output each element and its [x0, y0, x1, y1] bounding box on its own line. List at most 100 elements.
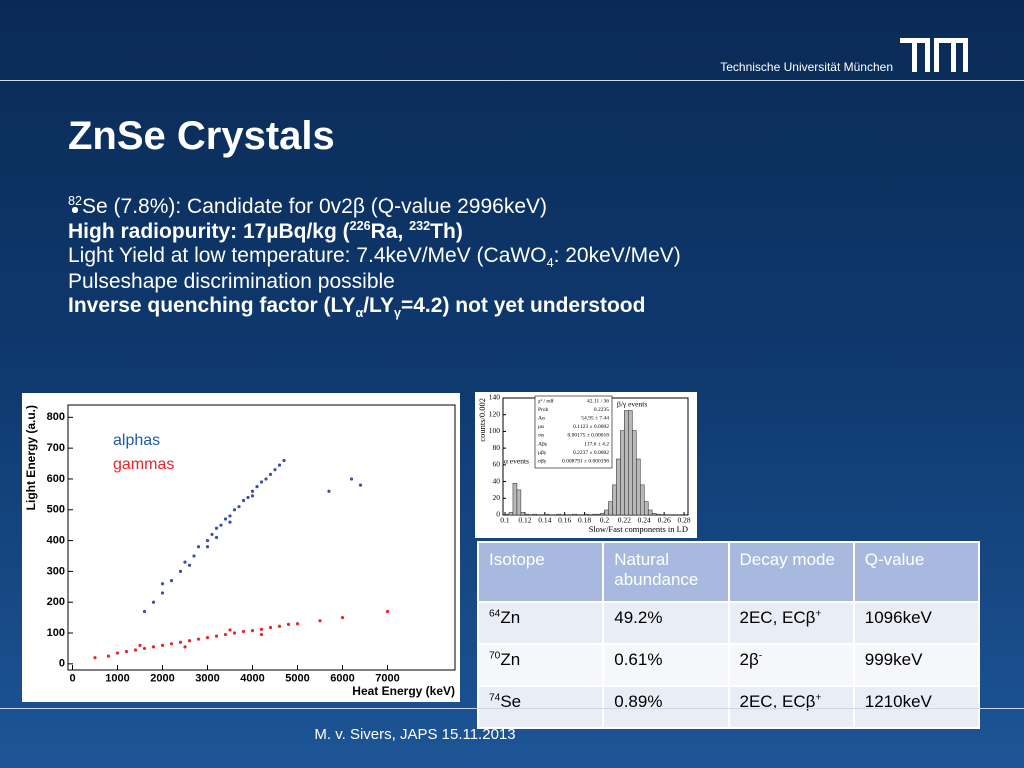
- text-run: 1096keV: [864, 608, 932, 627]
- y-tick-label: 500: [47, 504, 65, 516]
- bullet: High radiopurity: 17µBq/kg (226Ra, 232Th…: [68, 207, 681, 244]
- bullet: 82Se (7.8%): Candidate for 0v2β (Q-value…: [68, 194, 681, 219]
- text-run: α: [355, 306, 364, 321]
- histogram-bar: [556, 513, 561, 516]
- point: [151, 600, 156, 604]
- histogram-bar: [572, 513, 577, 516]
- point: [178, 569, 183, 573]
- text-run: 0.89%: [614, 692, 663, 711]
- point: [232, 631, 237, 635]
- histogram-bar: [632, 430, 637, 516]
- stats-box: [534, 395, 613, 469]
- point: [318, 619, 322, 623]
- point: [295, 622, 300, 626]
- point: [349, 477, 354, 481]
- histogram-bar: [651, 513, 657, 516]
- text-run: Se: [500, 692, 522, 711]
- text-run: 2EC, ECβ: [739, 608, 816, 627]
- x-tick-label: 0.1: [500, 516, 510, 525]
- text-run: 49.2%: [614, 608, 663, 627]
- scatter-panel: 0 1000 2000 3000 4000 5000 6000 7000 0 100 200 300 4…: [22, 393, 460, 702]
- x-tick-label: 1000: [105, 673, 129, 685]
- table-cell: 999keV: [852, 643, 981, 687]
- y-axis-label: Light Energy (a.u.): [24, 405, 38, 510]
- x-tick-label: 0: [69, 673, 75, 685]
- table-cell: 0.61%: [602, 643, 730, 687]
- text-run: +: [815, 692, 822, 704]
- histogram-bar: [508, 512, 514, 516]
- legend-entry: gammas: [113, 456, 174, 473]
- point: [115, 651, 120, 655]
- point: [259, 480, 264, 484]
- stats-value: 0.008791 ± 0.000198: [562, 458, 609, 464]
- header-cell: Natural abundance: [602, 541, 730, 603]
- histogram-bar: [512, 482, 518, 516]
- bullet: Pulseshape discrimination possible: [68, 207, 681, 294]
- x-tick-label: 0.14: [538, 516, 551, 525]
- histogram-bar: [604, 509, 609, 516]
- logo: [900, 38, 968, 72]
- stats-name: Aβγ: [538, 441, 548, 447]
- point: [327, 489, 331, 493]
- point: [192, 554, 196, 558]
- legend-entry: alphas: [113, 432, 160, 449]
- table-cell: 0.89%: [602, 685, 730, 729]
- annotation: α events: [504, 457, 529, 466]
- point: [282, 458, 286, 463]
- point: [232, 508, 237, 512]
- y-tick-label: 800: [47, 411, 65, 423]
- point: [219, 523, 223, 527]
- bullet-list: 82Se (7.8%): Candidate for 0v2β (Q-value…: [68, 194, 681, 320]
- y-tick-label: 80: [493, 443, 501, 452]
- point: [142, 609, 147, 614]
- text-run: /LY: [363, 294, 394, 318]
- histogram-bar: [600, 513, 605, 516]
- histogram-bar: [504, 513, 510, 516]
- text-run: 999keV: [864, 650, 923, 669]
- point: [183, 560, 187, 564]
- text-run: 226: [349, 219, 371, 233]
- point: [183, 645, 187, 649]
- text-run: : 20keV/MeV): [553, 244, 681, 267]
- point: [286, 622, 291, 626]
- isotope-table: Isotope Natural abundance Decay mode Q-valu…: [476, 541, 981, 729]
- histogram-bar: [640, 484, 645, 516]
- x-tick-label: 0.2: [600, 516, 610, 525]
- y-tick-label: 140: [489, 393, 501, 402]
- point: [160, 582, 165, 586]
- y-tick-label: 0: [59, 658, 65, 670]
- point: [255, 485, 259, 489]
- histogram-bar: [612, 484, 617, 516]
- table-cell: 2EC, ECβ+: [727, 601, 855, 645]
- point: [264, 477, 268, 481]
- plot-frame: [67, 404, 456, 671]
- point: [259, 632, 264, 637]
- y-tick-label: 300: [47, 565, 65, 577]
- stats-value: 0.00175 ± 0.00018: [567, 433, 609, 439]
- histogram-bar: [596, 513, 601, 516]
- point: [151, 645, 156, 649]
- x-tick-label: 0.18: [578, 516, 591, 525]
- table-row: 74Se 0.89% 2EC, ECβ+ 1210keV: [476, 685, 981, 729]
- histogram-bar: [544, 513, 550, 516]
- point: [250, 489, 255, 493]
- histogram-bar: [647, 509, 653, 516]
- point: [237, 505, 241, 509]
- histogram-bar: [532, 513, 538, 516]
- point: [142, 646, 147, 651]
- histogram-chart: 0.1 0.12 0.14 0.16 0.18 0.2 0.22 0.24 0.26 0.28 0 2…: [477, 393, 691, 534]
- point: [169, 579, 174, 583]
- table-cell: 70Zn: [476, 643, 605, 687]
- bullet: Inverse quenching factor (LYα/LYγ=4.2) n…: [68, 207, 681, 321]
- table-header: Isotope Natural abundance Decay mode Q-valu…: [476, 541, 981, 603]
- footer: M. v. Sivers, JAPS 15.11.2013: [314, 726, 516, 743]
- x-tick-label: 0.26: [658, 516, 671, 525]
- text-run: 0.61%: [614, 650, 663, 669]
- point: [358, 483, 363, 487]
- point: [196, 545, 201, 549]
- point: [196, 637, 201, 641]
- histogram-bar: [592, 513, 597, 516]
- point: [169, 642, 174, 646]
- footer-rule: [0, 708, 1024, 709]
